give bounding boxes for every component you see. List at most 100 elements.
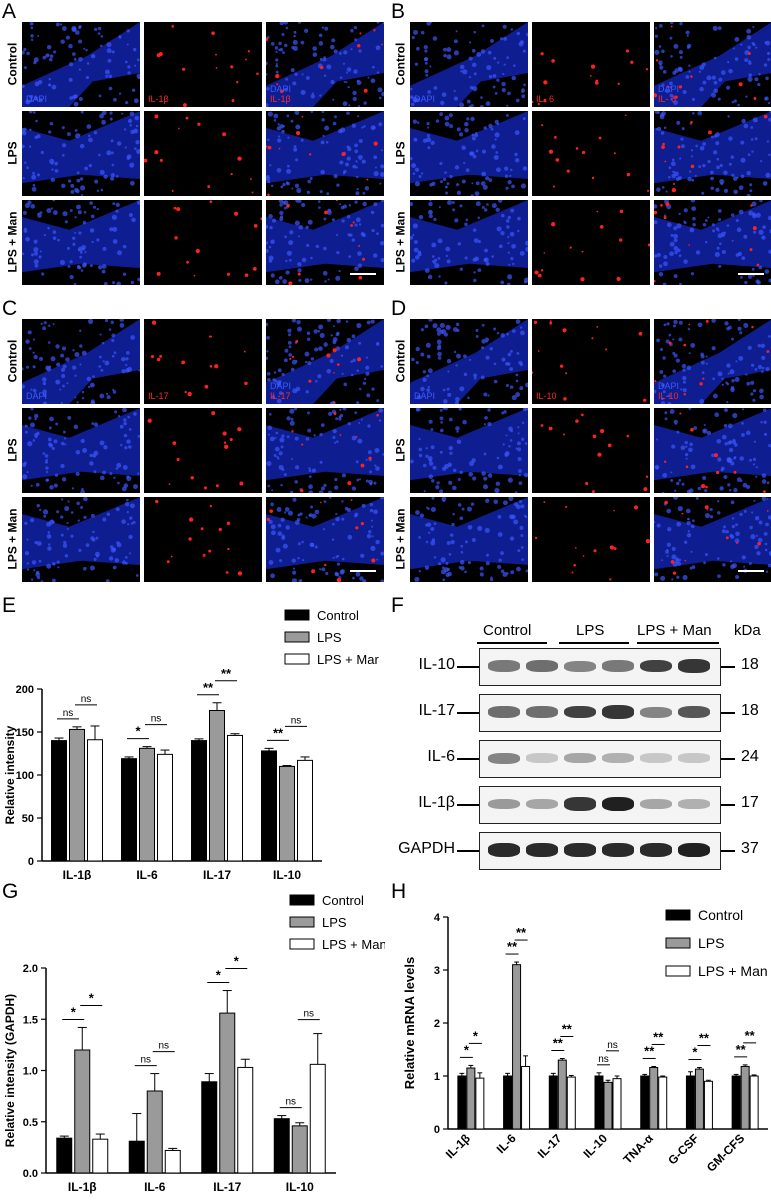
row-label-c-1: LPS [5, 437, 19, 462]
panel-letter-b: B [391, 0, 406, 23]
bar-control [56, 1137, 73, 1174]
x-tick-label: IL-1β [68, 1180, 97, 1194]
legend-swatch [665, 909, 691, 921]
row-label-a-0: Control [5, 42, 19, 85]
blot-kda: 18 [741, 702, 759, 719]
sig-label: ns [607, 1040, 618, 1051]
row-label-d-2: LPS + Man [393, 508, 407, 570]
legend-swatch [665, 965, 691, 977]
blot-kda: 17 [741, 794, 759, 811]
y-tick-label: 2 [434, 1018, 440, 1030]
blot-tick-right [721, 804, 735, 806]
sig-label: ** [644, 1043, 655, 1058]
micrograph-b-r2-c1 [532, 200, 650, 285]
y-tick-label: 150 [16, 727, 34, 739]
x-tick-label: GM-CFS [704, 1131, 747, 1174]
row-label-b-2: LPS + Man [393, 211, 407, 273]
micrograph-b-r0-c0: DAPI [410, 22, 528, 107]
legend-swatch [289, 916, 315, 928]
blot-band [678, 843, 710, 857]
micrograph-b-r0-c1: IL- 6 [532, 22, 650, 107]
sig-label: * [135, 724, 141, 739]
sig-label: * [473, 1028, 479, 1043]
blot-band [602, 705, 634, 719]
blot-label: IL-10 [418, 656, 455, 673]
bar-lpsman [703, 1080, 713, 1130]
bar-control [121, 758, 137, 862]
blot-band [526, 843, 558, 857]
channel-label-merge-marker: IL-1β [270, 94, 291, 104]
legend-swatch [284, 609, 310, 621]
blot-label: IL-6 [427, 748, 455, 765]
blot-kda: 24 [741, 748, 759, 765]
y-axis-label: Relative intensity [3, 725, 17, 824]
micrograph-a-r2-c2 [266, 200, 384, 285]
micrograph-a-r1-c0 [22, 111, 140, 196]
bar-lps [466, 1067, 476, 1130]
blot-band [564, 660, 596, 672]
blot-band [526, 706, 558, 718]
bar-control [261, 750, 277, 862]
sig-label: ** [507, 939, 518, 954]
blot-band [640, 798, 672, 810]
bar-lpsmar [297, 759, 313, 862]
micrograph-d-r0-c1: IL-10 [532, 319, 650, 404]
blot-tick-right [721, 758, 735, 760]
panel-letter-g: G [2, 880, 19, 903]
sig-label: ** [653, 1029, 664, 1044]
x-tick-label: IL-10 [286, 1180, 314, 1194]
scale-bar [738, 570, 764, 572]
x-tick-label: IL-6 [144, 1180, 166, 1194]
channel-label-dapi: DAPI [26, 94, 48, 104]
sig-label: * [234, 954, 240, 969]
micrograph-c-r0-c1: IL-17 [144, 319, 262, 404]
channel-label-merge-dapi: DAPI [658, 381, 680, 391]
legend-label: LPS + Man [698, 963, 768, 979]
bar-lps [512, 964, 522, 1130]
bar-lpsman [566, 1076, 576, 1130]
panel-letter-a: A [2, 0, 17, 23]
micrograph-b-r0-c2: DAPI IL- 6 [654, 22, 771, 107]
blot-tick-right [721, 712, 735, 714]
bar-control [731, 1075, 741, 1130]
bar-control [128, 1140, 145, 1174]
micrograph-b-r2-c2 [654, 200, 771, 285]
row-label-d-1: LPS [393, 437, 407, 462]
sig-label: ns [285, 1097, 296, 1108]
legend-swatch [289, 894, 315, 906]
row-label-b-0: Control [393, 42, 407, 85]
micrograph-c-r2-c2 [266, 497, 384, 582]
y-tick-label: 3 [434, 965, 440, 977]
bar-chart-g: 0.0 0.5 1.0 1.5 2.0 Relative intensity (GAPDH… [3, 893, 385, 1194]
x-tick-label: IL-17 [535, 1131, 565, 1161]
x-tick-label: IL-1β [443, 1131, 473, 1161]
blot-tick-left [457, 850, 479, 852]
bar-lps [69, 728, 85, 862]
y-tick-label: 1.0 [23, 1066, 38, 1078]
western-blot-f: Control LPS LPS + Man kDa IL-10 18 IL-17 18… [391, 600, 771, 880]
blot-band [526, 798, 558, 810]
micrograph-a-r2-c1 [144, 200, 262, 285]
blot-band [488, 706, 520, 718]
micrograph-a-r0-c1: IL-1β [144, 22, 262, 107]
micrograph-d-r2-c0 [410, 497, 528, 582]
blot-strip-il6 [479, 740, 721, 778]
blot-tick-right [721, 850, 735, 852]
y-tick-label: 100 [16, 770, 34, 782]
legend-label: LPS [317, 630, 342, 645]
legend-swatch [284, 653, 310, 665]
bar-lpsman [612, 1078, 622, 1130]
x-tick-label: G-CSF [665, 1131, 701, 1167]
blot-group-underline-lps-man [637, 642, 719, 644]
legend-label: Control [698, 907, 743, 923]
sig-label: * [89, 990, 95, 1005]
legend-label: Control [322, 893, 364, 908]
y-tick-label: 2.0 [23, 963, 38, 975]
row-label-b-1: LPS [393, 140, 407, 165]
blot-band [602, 753, 634, 763]
legend-label: LPS + Man [322, 937, 385, 952]
channel-label-merge-dapi: DAPI [270, 84, 292, 94]
blot-strip-il1 [479, 786, 721, 824]
bar-lpsman [475, 1077, 485, 1130]
